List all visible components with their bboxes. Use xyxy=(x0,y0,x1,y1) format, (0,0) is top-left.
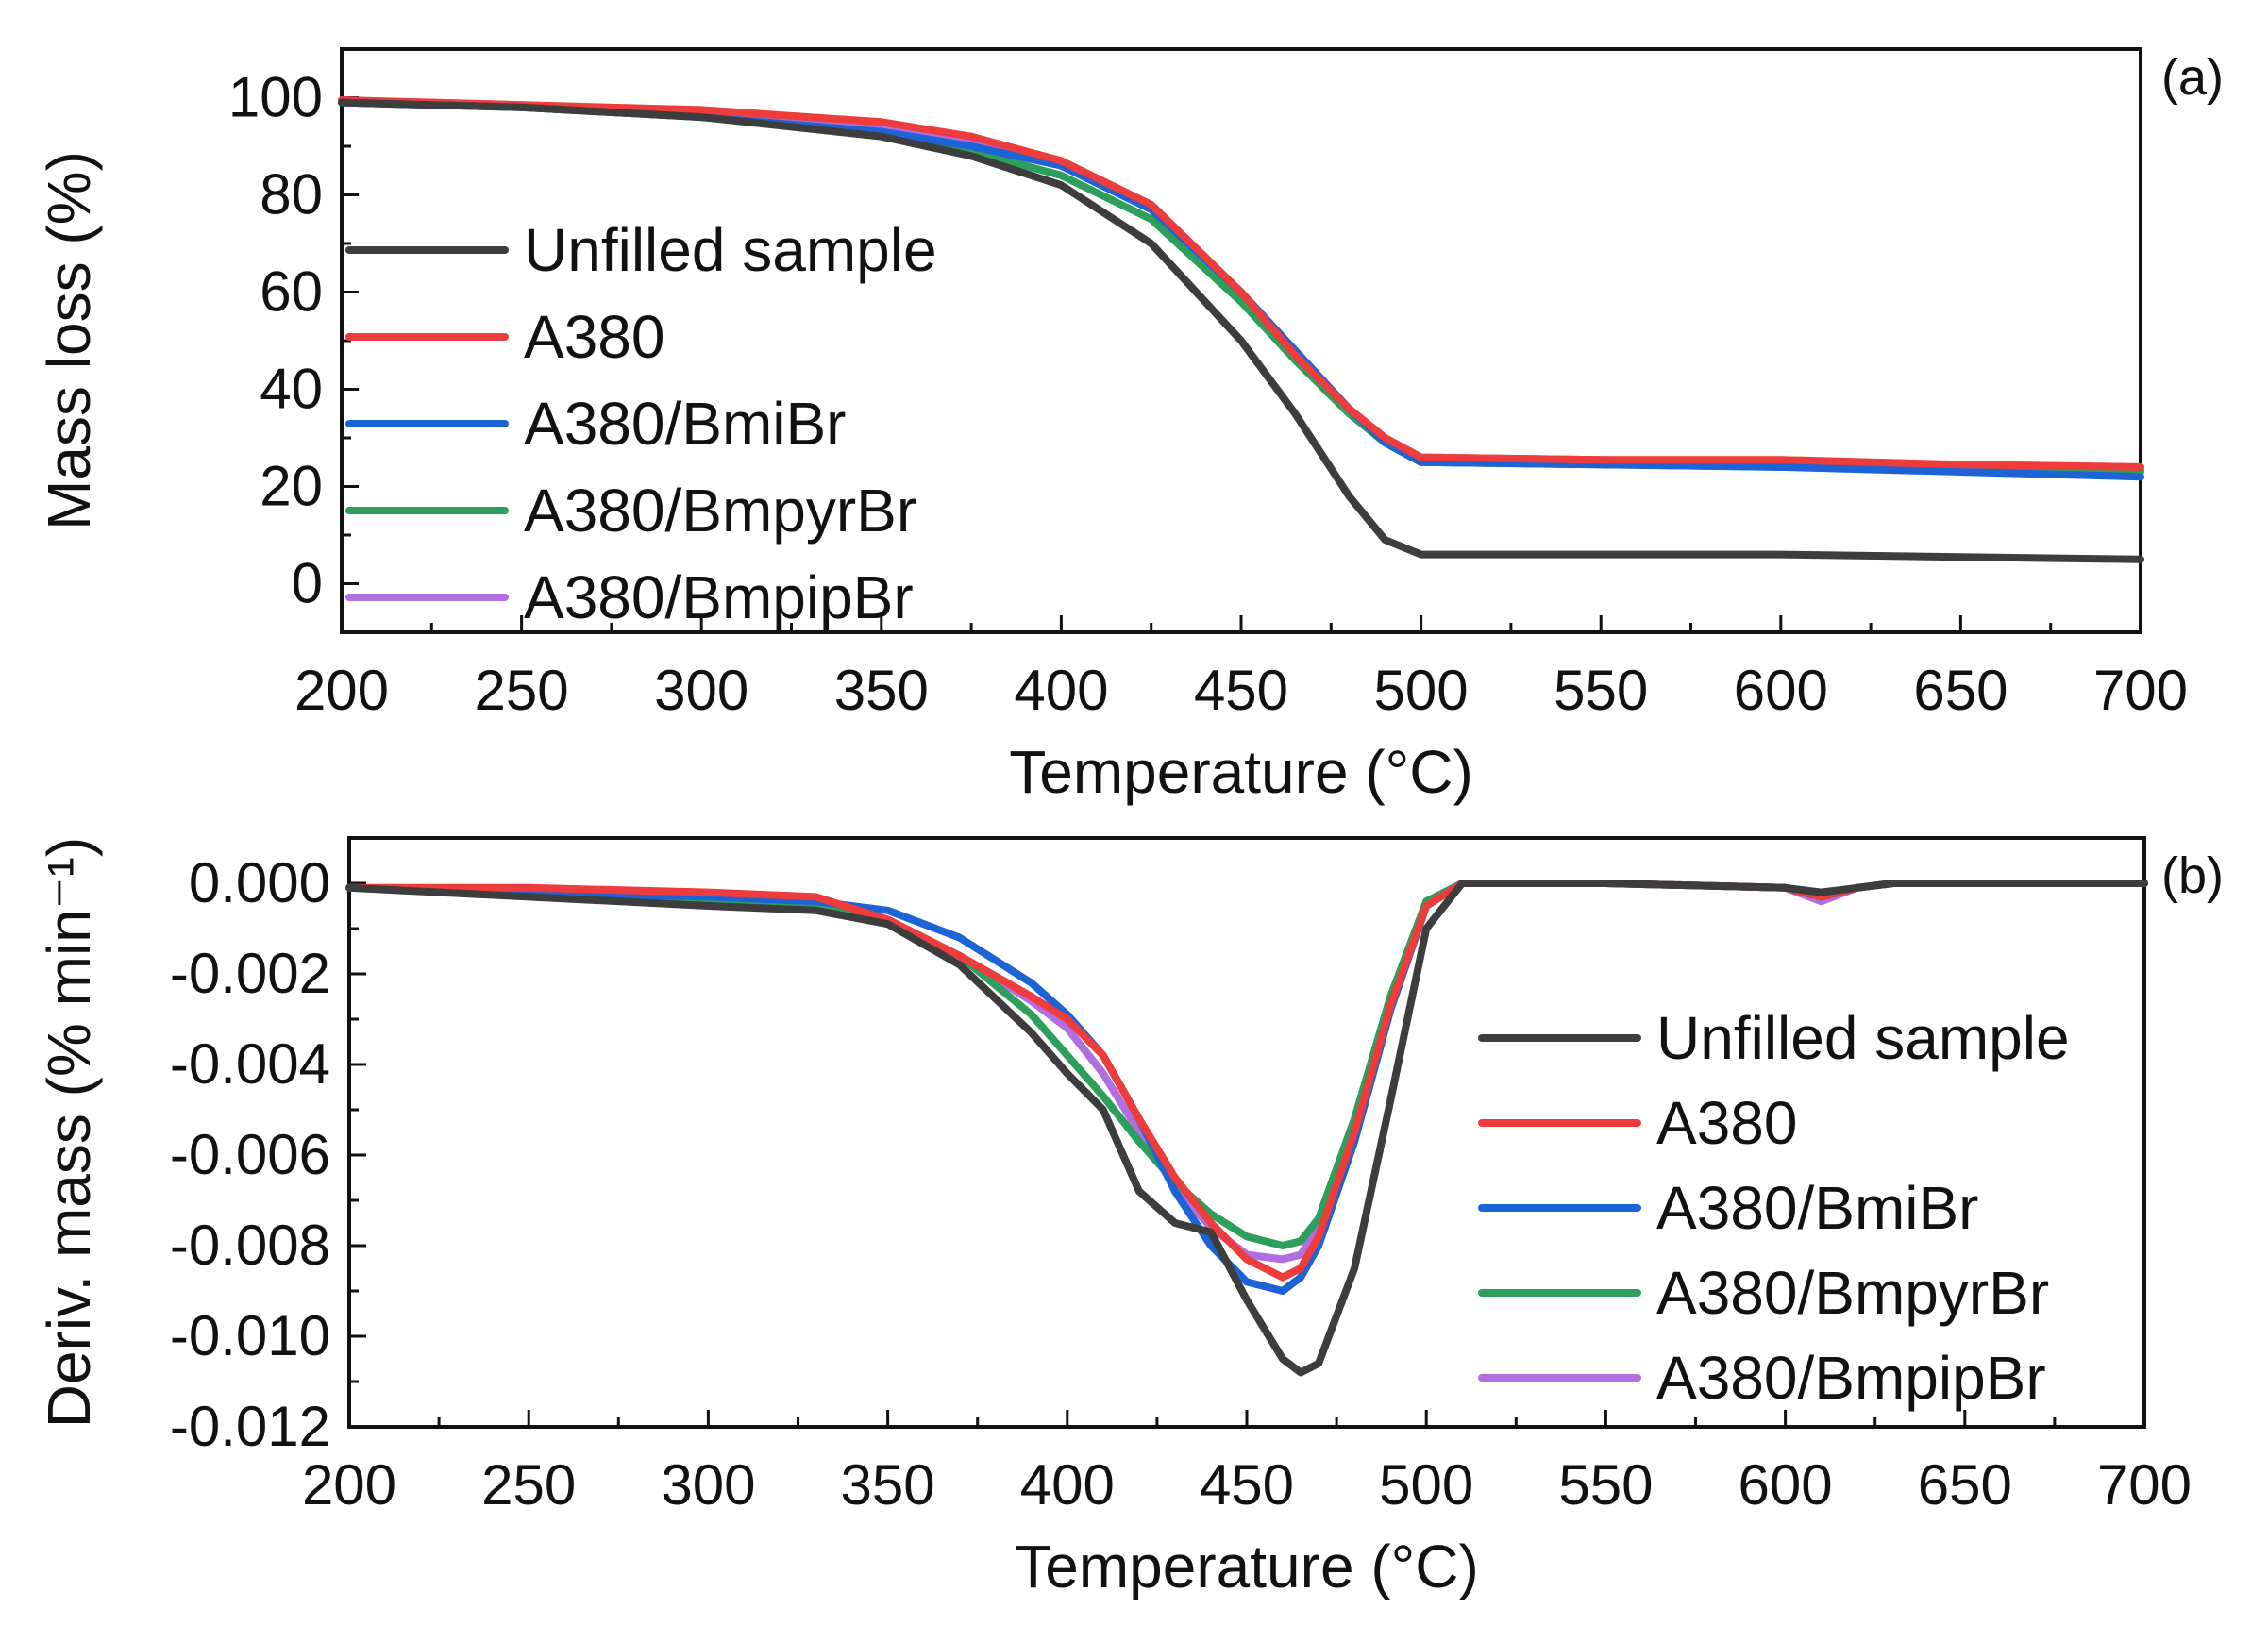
b-x-tick-label: 400 xyxy=(1020,1453,1115,1516)
a-series-line-unfilled-sample xyxy=(338,98,2144,563)
b-y-tick-label: -0.010 xyxy=(170,1304,330,1367)
b-x-tick-label: 500 xyxy=(1379,1453,1473,1516)
a-legend-label-a380-bmpyrbr: A380/BmpyrBr xyxy=(524,477,916,545)
b-y-tick-label: -0.004 xyxy=(170,1032,330,1096)
b-x-tick-label: 300 xyxy=(661,1453,755,1516)
a-legend: Unfilled sample A380 A380/BmiBr A380/BmpyrB… xyxy=(345,216,937,631)
a-x-tick-label: 200 xyxy=(294,659,389,722)
a-y-tick-label: 0 xyxy=(292,552,323,615)
a-y-tick-label: 80 xyxy=(260,163,323,226)
a-y-tick-label: 20 xyxy=(260,455,323,518)
a-x-axis-label: Temperature (°C) xyxy=(1009,738,1473,806)
a-x-tick-label: 500 xyxy=(1374,659,1469,722)
b-y-tick-label: -0.008 xyxy=(170,1214,330,1277)
b-series-group xyxy=(345,880,2148,1377)
a-legend-label-unfilled-sample: Unfilled sample xyxy=(524,216,937,284)
b-panel-label: (b) xyxy=(2161,847,2224,904)
panel-a-mass-loss-chart: 200 250 300 350 400 450 500 550 600 650 700 0 20 40 60… xyxy=(35,47,2224,806)
a-x-tick-label: 600 xyxy=(1734,659,1828,722)
b-y-tick-label: -0.002 xyxy=(170,942,330,1005)
b-y-tick-label: 0.000 xyxy=(189,851,330,914)
b-series-line-unfilled-sample xyxy=(345,880,2148,1377)
a-x-tick-label: 700 xyxy=(2093,659,2188,722)
a-series-group xyxy=(338,96,2144,563)
a-x-tick-label: 250 xyxy=(475,659,569,722)
panel-b-derivative-mass-chart: 200 250 300 350 400 450 500 550 600 650 700 0.000 -0… xyxy=(35,836,2224,1600)
a-y-axis-label: Mass loss (%) xyxy=(35,151,103,530)
a-x-tick-label: 350 xyxy=(834,659,929,722)
a-x-tick-label: 400 xyxy=(1014,659,1108,722)
b-x-tick-label: 700 xyxy=(2097,1453,2192,1516)
a-y-tick-label: 100 xyxy=(228,66,323,129)
a-y-tick-label: 60 xyxy=(260,260,323,324)
b-x-tick-label: 250 xyxy=(481,1453,576,1516)
a-legend-label-a380: A380 xyxy=(524,303,664,371)
a-x-tick-label: 300 xyxy=(654,659,748,722)
a-legend-label-a380-bmibr: A380/BmiBr xyxy=(524,390,846,458)
b-x-tick-label: 200 xyxy=(302,1453,396,1516)
b-plot-frame xyxy=(347,836,2146,1429)
b-y-axis-label: Deriv. mass (% min⁻¹) xyxy=(35,837,103,1428)
b-x-tick-label: 600 xyxy=(1739,1453,1833,1516)
a-legend-label-a380-bmpipbr: A380/BmpipBr xyxy=(524,563,914,631)
b-x-tick-label: 650 xyxy=(1918,1453,2012,1516)
b-x-tick-label: 350 xyxy=(841,1453,935,1516)
a-series-line-a380 xyxy=(338,96,2144,471)
a-panel-label: (a) xyxy=(2161,49,2224,106)
b-legend-label-a380-bmpyrbr: A380/BmpyrBr xyxy=(1656,1259,2049,1327)
b-x-tick-label: 550 xyxy=(1558,1453,1653,1516)
b-y-tick-label: -0.012 xyxy=(170,1395,330,1458)
b-legend-label-a380-bmibr: A380/BmiBr xyxy=(1656,1174,1978,1242)
b-legend-label-unfilled-sample: Unfilled sample xyxy=(1656,1004,2070,1072)
b-legend: Unfilled sample A380 A380/BmiBr A380/BmpyrB… xyxy=(1478,1004,2070,1412)
b-legend-label-a380: A380 xyxy=(1656,1089,1797,1157)
b-legend-label-a380-bmpipbr: A380/BmpipBr xyxy=(1656,1344,2046,1412)
b-x-axis-label: Temperature (°C) xyxy=(1015,1533,1479,1600)
a-y-tick-label: 40 xyxy=(260,358,323,421)
b-y-tick-label: -0.006 xyxy=(170,1123,330,1186)
a-x-tick-label: 550 xyxy=(1554,659,1648,722)
b-x-tick-label: 450 xyxy=(1200,1453,1294,1516)
a-x-tick-label: 450 xyxy=(1194,659,1288,722)
a-x-tick-label: 650 xyxy=(1913,659,2008,722)
